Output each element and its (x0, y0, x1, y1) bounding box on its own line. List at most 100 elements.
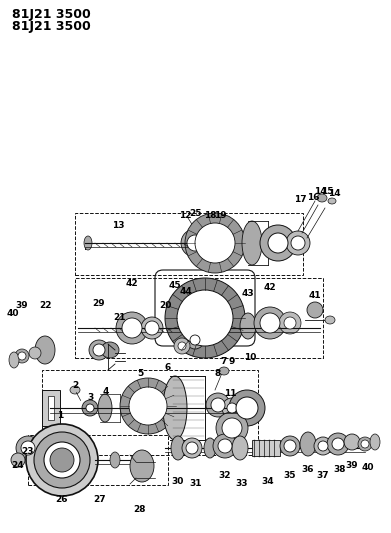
Text: 8: 8 (215, 368, 221, 377)
Text: 44: 44 (179, 287, 192, 295)
Text: 7: 7 (221, 357, 227, 366)
Ellipse shape (242, 221, 262, 265)
Circle shape (361, 440, 369, 448)
Ellipse shape (204, 438, 216, 458)
Text: 81J21 3500: 81J21 3500 (12, 20, 91, 33)
Ellipse shape (98, 394, 112, 422)
Bar (75, 278, 323, 358)
Circle shape (344, 434, 360, 450)
Text: 12: 12 (179, 211, 191, 220)
Ellipse shape (325, 316, 335, 324)
Bar (42, 370, 258, 455)
Circle shape (284, 317, 296, 329)
Circle shape (29, 347, 41, 359)
Text: 33: 33 (236, 479, 248, 488)
Text: 42: 42 (126, 279, 138, 287)
Text: 17: 17 (294, 196, 306, 205)
Text: 81J21 3500: 81J21 3500 (12, 8, 91, 21)
Ellipse shape (70, 386, 80, 394)
Text: 9: 9 (229, 357, 235, 366)
Circle shape (222, 418, 242, 438)
Circle shape (216, 412, 248, 444)
Circle shape (268, 233, 288, 253)
Circle shape (21, 441, 35, 455)
Circle shape (174, 338, 190, 354)
Circle shape (89, 340, 109, 360)
Text: 40: 40 (7, 309, 19, 318)
Bar (75, 213, 303, 275)
Circle shape (291, 236, 305, 250)
Circle shape (86, 404, 94, 412)
Circle shape (82, 400, 98, 416)
Text: 3: 3 (87, 392, 93, 401)
Text: 41: 41 (308, 290, 321, 300)
Text: 38: 38 (334, 464, 346, 473)
Circle shape (15, 349, 29, 363)
Circle shape (260, 225, 296, 261)
Circle shape (122, 318, 142, 338)
Text: 20: 20 (159, 301, 171, 310)
Ellipse shape (9, 352, 19, 368)
Text: 18: 18 (204, 211, 216, 220)
Circle shape (190, 303, 220, 333)
Circle shape (165, 278, 245, 358)
Text: 15: 15 (321, 187, 333, 196)
Text: 28: 28 (134, 505, 146, 513)
Circle shape (187, 235, 203, 251)
Circle shape (279, 312, 301, 334)
Bar (252, 440, 280, 456)
Circle shape (307, 302, 323, 318)
Text: 14: 14 (328, 189, 340, 198)
Text: 24: 24 (12, 461, 24, 470)
Circle shape (236, 397, 258, 419)
Circle shape (327, 433, 349, 455)
Circle shape (227, 403, 237, 413)
Text: 39: 39 (16, 301, 28, 310)
Circle shape (186, 331, 204, 349)
Bar (48, 396, 54, 420)
Ellipse shape (240, 313, 256, 339)
Text: 32: 32 (219, 471, 231, 480)
Text: 35: 35 (284, 471, 296, 480)
Text: 42: 42 (264, 284, 276, 293)
Circle shape (229, 390, 265, 426)
Circle shape (314, 437, 332, 455)
Ellipse shape (35, 336, 55, 364)
Circle shape (318, 441, 328, 451)
Circle shape (93, 344, 105, 356)
Circle shape (358, 437, 372, 451)
Circle shape (116, 312, 148, 344)
Ellipse shape (171, 436, 185, 460)
Circle shape (129, 387, 167, 425)
Circle shape (280, 436, 300, 456)
Text: 14: 14 (314, 187, 326, 196)
Circle shape (141, 317, 163, 339)
Ellipse shape (130, 450, 154, 482)
Text: 27: 27 (94, 496, 106, 505)
Circle shape (332, 438, 344, 450)
Ellipse shape (219, 367, 229, 375)
Text: 43: 43 (242, 288, 254, 297)
Circle shape (222, 398, 242, 418)
Text: 37: 37 (317, 471, 329, 480)
Text: 45: 45 (169, 280, 181, 289)
Text: 40: 40 (362, 463, 374, 472)
Circle shape (177, 290, 233, 346)
Circle shape (145, 321, 159, 335)
Circle shape (181, 229, 209, 257)
Circle shape (286, 231, 310, 255)
Text: 23: 23 (22, 447, 34, 456)
Bar (28, 435, 168, 485)
Circle shape (11, 453, 25, 467)
Circle shape (206, 393, 230, 417)
Bar (42, 390, 60, 426)
Circle shape (213, 434, 237, 458)
Text: 4: 4 (103, 386, 109, 395)
Circle shape (18, 352, 26, 360)
Circle shape (44, 442, 80, 478)
Circle shape (195, 223, 235, 263)
Text: 29: 29 (93, 298, 105, 308)
Circle shape (218, 439, 232, 453)
Text: 25: 25 (189, 208, 201, 217)
Ellipse shape (317, 194, 327, 202)
